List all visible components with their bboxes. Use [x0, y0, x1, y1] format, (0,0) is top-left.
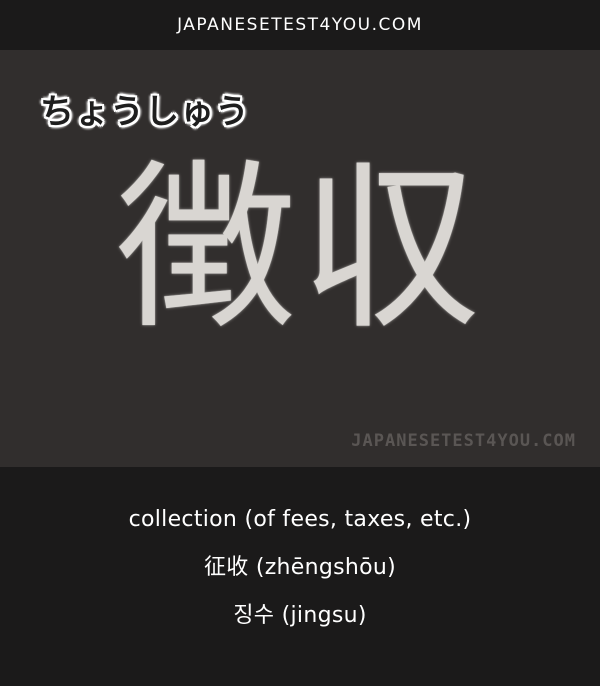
chinese-meaning: 征收 (zhēngshōu) — [203, 555, 397, 580]
kanji-word: 徴収 — [115, 145, 484, 354]
watermark: JAPANESETEST4YOU.COM — [351, 431, 576, 451]
header-bar: JAPANESETEST4YOU.COM — [0, 0, 600, 50]
english-meaning: collection (of fees, taxes, etc.) — [128, 507, 472, 532]
vocabulary-card: ちょうしゅう 徴収 JAPANESETEST4YOU.COM — [0, 50, 600, 467]
meanings-section: collection (of fees, taxes, etc.) 征收 (zh… — [0, 467, 600, 686]
kana-reading: ちょうしゅう — [40, 92, 250, 132]
site-name: JAPANESETEST4YOU.COM — [177, 15, 423, 35]
korean-meaning: 징수 (jingsu) — [233, 603, 367, 628]
